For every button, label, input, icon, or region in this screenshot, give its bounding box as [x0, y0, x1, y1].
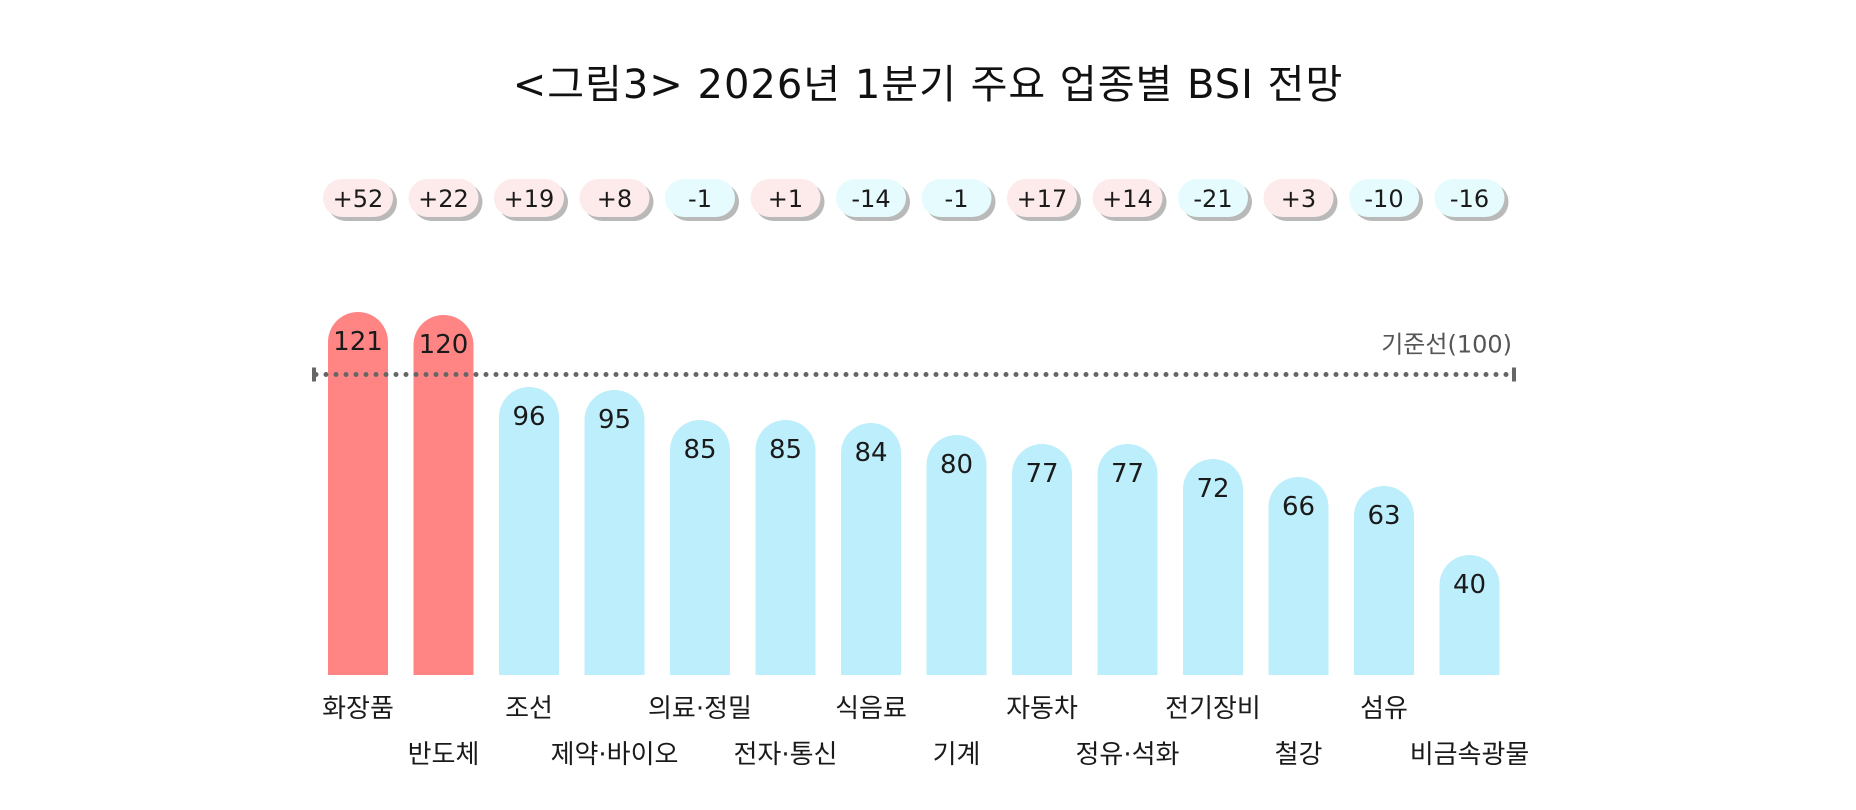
change-badge-label: -21: [1193, 185, 1232, 213]
reference-line-group: 기준선(100): [312, 331, 1516, 382]
change-badge: [408, 179, 479, 217]
bar-value-label: 80: [940, 450, 973, 480]
bar: [670, 420, 730, 675]
change-badge: [836, 179, 906, 217]
category-label: 비금속광물: [1410, 740, 1530, 770]
bar-value-label: 84: [854, 438, 887, 468]
bar-value-label: 121: [333, 327, 383, 357]
category-label: 화장품: [322, 694, 394, 724]
change-badge: [323, 179, 393, 217]
bar: [1183, 459, 1243, 675]
change-badge: [1263, 179, 1334, 217]
bar-value-label: 96: [512, 402, 545, 432]
change-badge: [494, 179, 564, 217]
bar-value-label: 85: [683, 435, 716, 465]
bars: 121 120 96 95 85 85 84 80 77 77 72 66 63 40: [328, 312, 1500, 675]
bar: [413, 315, 474, 675]
bar: [1439, 555, 1500, 675]
category-label: 제약·바이오: [551, 740, 679, 770]
change-badge-label: -10: [1364, 185, 1403, 213]
bar: [1268, 477, 1329, 675]
change-badge: [1092, 179, 1163, 217]
change-badge-label: -1: [945, 185, 969, 213]
chart-title: <그림3> 2026년 1분기 주요 업종별 BSI 전망: [512, 62, 1344, 108]
change-badge-label: +3: [1281, 185, 1316, 213]
reference-line-label: 기준선(100): [1381, 331, 1512, 359]
bar-value-label: 95: [598, 405, 631, 435]
change-badge-label: -1: [688, 185, 712, 213]
bar-value-label: 77: [1025, 459, 1058, 489]
change-badge-label: +22: [418, 185, 469, 213]
category-label: 정유·석화: [1076, 740, 1180, 770]
bar: [499, 387, 559, 675]
change-badges: +52 +22 +19 +8 -1 +1 -14 -1 +17 +14 -21 +3 -10 -16: [323, 179, 1509, 221]
category-label: 식음료: [835, 694, 907, 724]
change-badge: [921, 179, 992, 217]
change-badge: [1007, 179, 1077, 217]
change-badge: [1349, 179, 1419, 217]
category-label: 섬유: [1360, 694, 1408, 724]
category-label: 반도체: [408, 740, 480, 770]
bar-value-label: 77: [1111, 459, 1144, 489]
category-label: 조선: [505, 694, 553, 724]
category-label: 전자·통신: [734, 740, 838, 770]
bar-value-label: 120: [419, 330, 469, 360]
bar-value-label: 85: [769, 435, 802, 465]
bar-value-label: 72: [1196, 474, 1229, 504]
change-badge-label: +14: [1102, 185, 1153, 213]
change-badge-label: +19: [504, 185, 555, 213]
change-badge: [579, 179, 650, 217]
change-badge-label: +52: [333, 185, 384, 213]
category-label: 자동차: [1006, 694, 1078, 724]
bar: [841, 423, 901, 675]
change-badge-label: +8: [597, 185, 632, 213]
change-badge: [1434, 179, 1505, 217]
bar: [1012, 444, 1072, 675]
bar: [755, 420, 816, 675]
bar: [1354, 486, 1414, 675]
bar: [328, 312, 388, 675]
change-badge-label: +17: [1017, 185, 1068, 213]
category-label: 기계: [933, 740, 981, 770]
category-label: 의료·정밀: [648, 694, 752, 724]
bar-value-label: 66: [1282, 492, 1315, 522]
bar: [926, 435, 987, 675]
bar-value-label: 63: [1367, 501, 1400, 531]
change-badge: [665, 179, 735, 217]
bar: [584, 390, 645, 675]
change-badge-label: +1: [768, 185, 803, 213]
bar: [1097, 444, 1158, 675]
change-badge: [1178, 179, 1248, 217]
category-label: 철강: [1275, 740, 1323, 770]
change-badge: [750, 179, 821, 217]
change-badge-label: -16: [1450, 185, 1489, 213]
bar-value-label: 40: [1453, 570, 1486, 600]
category-label: 전기장비: [1165, 694, 1261, 724]
change-badge-label: -14: [851, 185, 890, 213]
